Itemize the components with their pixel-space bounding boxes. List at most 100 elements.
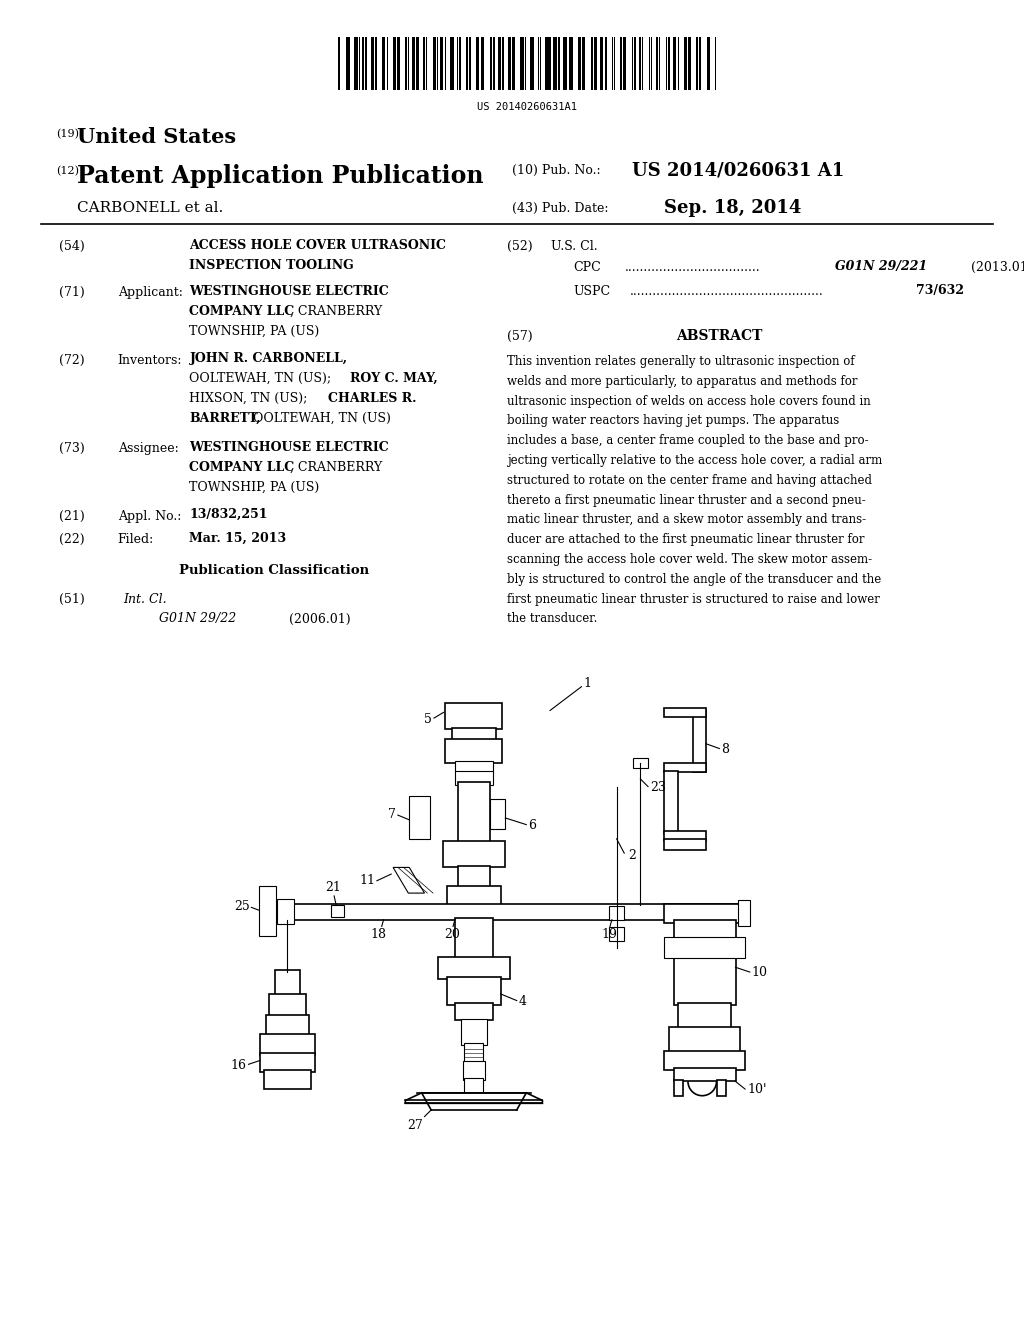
Bar xyxy=(658,37,660,90)
Text: (51): (51) xyxy=(59,593,85,606)
Text: (54): (54) xyxy=(59,240,85,253)
Bar xyxy=(569,37,570,90)
Bar xyxy=(531,37,534,90)
Bar xyxy=(412,37,415,90)
Text: 2: 2 xyxy=(628,849,636,862)
Text: COMPANY LLC: COMPANY LLC xyxy=(189,461,295,474)
Text: OOLTEWAH, TN (US);: OOLTEWAH, TN (US); xyxy=(189,372,336,385)
Bar xyxy=(563,37,564,90)
Text: 10: 10 xyxy=(752,966,768,979)
Text: Patent Application Publication: Patent Application Publication xyxy=(77,164,483,187)
Text: , CRANBERRY: , CRANBERRY xyxy=(290,461,382,474)
Bar xyxy=(397,37,400,90)
Text: structured to rotate on the center frame and having attached: structured to rotate on the center frame… xyxy=(507,474,871,487)
Text: 11: 11 xyxy=(359,874,375,887)
Text: OOLTEWAH, TN (US): OOLTEWAH, TN (US) xyxy=(249,412,391,425)
Bar xyxy=(423,37,425,90)
Text: ABSTRACT: ABSTRACT xyxy=(676,329,762,343)
Bar xyxy=(740,902,746,923)
Text: ducer are attached to the first pneumatic linear thruster for: ducer are attached to the first pneumati… xyxy=(507,533,864,546)
Text: ...................................: ................................... xyxy=(625,261,760,275)
Bar xyxy=(458,866,490,890)
Text: Filed:: Filed: xyxy=(118,533,154,546)
Bar xyxy=(338,37,340,90)
Bar xyxy=(669,1027,740,1053)
Bar xyxy=(455,771,493,784)
Text: Publication Classification: Publication Classification xyxy=(179,564,370,577)
Bar xyxy=(656,37,657,90)
Bar xyxy=(259,887,276,936)
Bar xyxy=(490,799,505,829)
Text: (19): (19) xyxy=(56,129,79,140)
Text: (73): (73) xyxy=(59,442,85,455)
Text: This invention relates generally to ultrasonic inspection of: This invention relates generally to ultr… xyxy=(507,355,854,368)
Text: Assignee:: Assignee: xyxy=(118,442,178,455)
Bar xyxy=(633,758,648,767)
Bar xyxy=(366,37,368,90)
Bar xyxy=(354,37,357,90)
Text: Int. Cl.: Int. Cl. xyxy=(123,593,167,606)
Bar xyxy=(278,899,294,924)
Bar xyxy=(346,37,347,90)
Bar xyxy=(442,841,505,867)
Bar xyxy=(583,37,585,90)
Bar xyxy=(476,37,479,90)
Bar xyxy=(692,710,706,772)
Bar xyxy=(609,907,625,920)
Bar xyxy=(623,37,626,90)
Text: includes a base, a center frame coupled to the base and pro-: includes a base, a center frame coupled … xyxy=(507,434,868,447)
Text: 73/632: 73/632 xyxy=(916,284,965,297)
Text: , CRANBERRY: , CRANBERRY xyxy=(290,305,382,318)
Bar xyxy=(332,904,344,917)
Bar xyxy=(665,1051,745,1071)
Text: HIXSON, TN (US);: HIXSON, TN (US); xyxy=(189,392,312,405)
Bar xyxy=(432,37,436,90)
Bar xyxy=(447,887,501,906)
Text: 18: 18 xyxy=(371,928,387,941)
Bar xyxy=(665,708,706,717)
Bar xyxy=(634,37,636,90)
Bar xyxy=(260,1053,315,1072)
Bar xyxy=(565,37,566,90)
Text: (71): (71) xyxy=(59,286,85,300)
Bar xyxy=(738,900,750,927)
Text: Applicant:: Applicant: xyxy=(118,286,182,300)
Bar xyxy=(674,920,735,1006)
Bar xyxy=(707,37,708,90)
Text: matic linear thruster, and a skew motor assembly and trans-: matic linear thruster, and a skew motor … xyxy=(507,513,866,527)
Text: thereto a first pneumatic linear thruster and a second pneu-: thereto a first pneumatic linear thruste… xyxy=(507,494,865,507)
Text: 25: 25 xyxy=(233,900,250,913)
Bar xyxy=(571,37,572,90)
Bar xyxy=(455,1003,493,1019)
Bar xyxy=(666,37,668,90)
Text: US 20140260631A1: US 20140260631A1 xyxy=(477,102,578,112)
Text: CPC: CPC xyxy=(573,261,601,275)
Bar xyxy=(372,37,374,90)
Bar xyxy=(539,37,540,90)
Bar xyxy=(665,763,706,772)
Text: 13/832,251: 13/832,251 xyxy=(189,508,268,521)
Bar xyxy=(669,37,670,90)
Bar xyxy=(665,771,678,834)
Bar xyxy=(520,37,523,90)
Text: ACCESS HOLE COVER ULTRASONIC: ACCESS HOLE COVER ULTRASONIC xyxy=(189,239,446,252)
Text: ROY C. MAY,: ROY C. MAY, xyxy=(350,372,438,385)
Text: WESTINGHOUSE ELECTRIC: WESTINGHOUSE ELECTRIC xyxy=(189,441,389,454)
Bar xyxy=(458,781,490,843)
Text: JOHN R. CARBONELL,: JOHN R. CARBONELL, xyxy=(189,352,347,366)
Bar xyxy=(437,37,438,90)
Text: 16: 16 xyxy=(230,1059,247,1072)
Bar xyxy=(611,37,613,90)
Bar xyxy=(465,1043,483,1063)
Bar xyxy=(553,37,557,90)
Polygon shape xyxy=(406,1093,543,1104)
Text: 19: 19 xyxy=(601,928,616,941)
Bar xyxy=(359,37,360,90)
Bar xyxy=(648,37,650,90)
Text: COMPANY LLC: COMPANY LLC xyxy=(189,305,295,318)
Text: bly is structured to control the angle of the transducer and the: bly is structured to control the angle o… xyxy=(507,573,881,586)
Bar xyxy=(457,37,459,90)
Text: 6: 6 xyxy=(528,820,537,832)
Text: Mar. 15, 2013: Mar. 15, 2013 xyxy=(189,532,287,545)
Text: Appl. No.:: Appl. No.: xyxy=(118,510,181,523)
